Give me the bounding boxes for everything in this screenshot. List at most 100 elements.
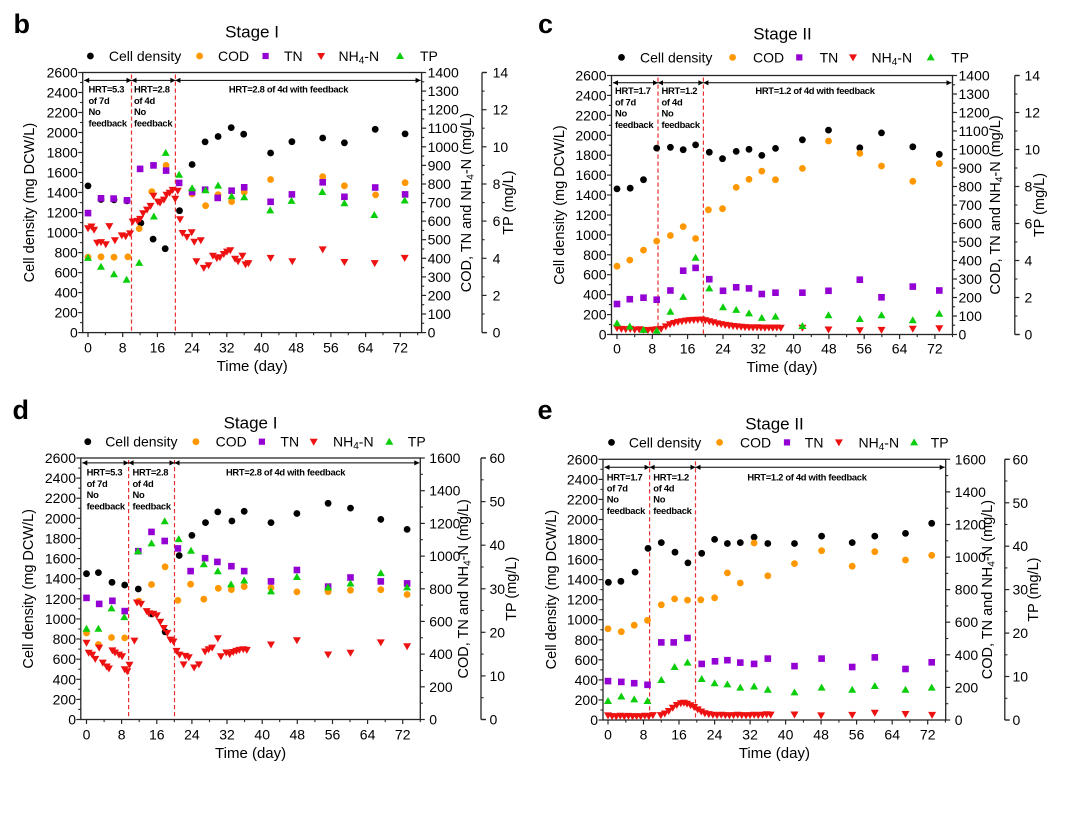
svg-text:TN: TN [284, 48, 303, 64]
svg-text:TP: TP [408, 434, 426, 450]
svg-text:0: 0 [83, 727, 91, 743]
svg-text:0: 0 [959, 327, 967, 343]
svg-text:2200: 2200 [567, 491, 598, 507]
svg-text:HRT=1.2: HRT=1.2 [653, 472, 689, 483]
svg-text:2400: 2400 [45, 470, 76, 486]
svg-text:0: 0 [613, 341, 621, 357]
svg-text:600: 600 [53, 651, 77, 667]
svg-text:200: 200 [583, 307, 607, 323]
svg-text:0: 0 [428, 325, 436, 341]
svg-text:40: 40 [778, 727, 794, 743]
svg-text:1800: 1800 [567, 532, 598, 548]
svg-text:400: 400 [428, 250, 452, 266]
svg-text:200: 200 [428, 287, 452, 303]
svg-text:600: 600 [955, 614, 979, 630]
svg-text:0: 0 [1013, 712, 1021, 728]
svg-text:8: 8 [118, 727, 126, 743]
svg-text:1000: 1000 [429, 548, 460, 564]
svg-text:Cell density: Cell density [629, 434, 701, 450]
svg-text:400: 400 [429, 646, 453, 662]
svg-text:400: 400 [53, 671, 77, 687]
svg-text:1200: 1200 [955, 517, 986, 533]
svg-text:1400: 1400 [959, 68, 990, 84]
svg-text:72: 72 [927, 341, 943, 357]
svg-text:40: 40 [786, 341, 802, 357]
svg-text:Cell density (mg DCW/L): Cell density (mg DCW/L) [544, 510, 560, 670]
svg-text:Stage II: Stage II [753, 25, 812, 44]
svg-text:0: 0 [493, 325, 501, 341]
svg-text:40: 40 [254, 727, 270, 743]
svg-text:NH4-N: NH4-N [339, 48, 380, 67]
svg-text:10: 10 [490, 668, 506, 684]
svg-text:100: 100 [428, 306, 452, 322]
svg-text:1200: 1200 [428, 102, 459, 118]
svg-text:HRT=1.2 of 4d with feedback: HRT=1.2 of 4d with feedback [755, 85, 875, 96]
svg-text:1800: 1800 [45, 531, 76, 547]
svg-text:64: 64 [892, 341, 908, 357]
svg-text:400: 400 [54, 285, 78, 301]
svg-text:0: 0 [590, 712, 598, 728]
svg-text:24: 24 [707, 727, 723, 743]
svg-text:2200: 2200 [47, 105, 78, 121]
svg-text:800: 800 [54, 245, 78, 261]
svg-text:24: 24 [184, 727, 200, 743]
svg-text:200: 200 [575, 692, 599, 708]
svg-text:12: 12 [1025, 105, 1041, 121]
svg-text:d: d [13, 395, 30, 425]
svg-text:COD, TN and NH4-N (mg/L): COD, TN and NH4-N (mg/L) [459, 113, 477, 292]
svg-text:600: 600 [429, 613, 453, 629]
svg-text:feedback: feedback [653, 505, 692, 516]
svg-text:8: 8 [119, 340, 127, 356]
svg-text:0: 0 [604, 727, 612, 743]
svg-text:0: 0 [490, 712, 498, 728]
svg-text:0: 0 [1025, 327, 1033, 343]
svg-text:No: No [662, 108, 674, 119]
svg-text:800: 800 [429, 581, 453, 597]
svg-text:HRT=1.7: HRT=1.7 [607, 472, 643, 483]
svg-text:1200: 1200 [575, 207, 606, 223]
svg-text:1400: 1400 [428, 65, 459, 81]
svg-text:1000: 1000 [45, 611, 76, 627]
svg-text:feedback: feedback [615, 119, 654, 130]
svg-text:Cell density (mg DCW/L): Cell density (mg DCW/L) [22, 123, 38, 283]
svg-text:24: 24 [184, 340, 200, 356]
svg-text:c: c [538, 9, 553, 39]
svg-text:48: 48 [821, 341, 837, 357]
svg-text:TP (mg/L): TP (mg/L) [1026, 557, 1042, 621]
svg-text:40: 40 [254, 340, 270, 356]
svg-text:1600: 1600 [567, 552, 598, 568]
svg-text:600: 600 [428, 213, 452, 229]
svg-text:20: 20 [490, 624, 506, 640]
svg-text:800: 800 [583, 247, 607, 263]
svg-text:32: 32 [742, 727, 758, 743]
svg-text:No: No [134, 106, 146, 117]
svg-text:2000: 2000 [575, 127, 606, 143]
svg-text:8: 8 [493, 176, 501, 192]
svg-text:TN: TN [805, 434, 824, 450]
svg-text:600: 600 [54, 265, 78, 281]
svg-text:16: 16 [150, 340, 166, 356]
svg-text:1600: 1600 [45, 551, 76, 567]
svg-text:600: 600 [583, 267, 607, 283]
svg-text:1200: 1200 [47, 205, 78, 221]
svg-text:e: e [538, 395, 553, 425]
svg-text:200: 200 [959, 290, 983, 306]
svg-text:of 7d: of 7d [89, 95, 110, 106]
svg-text:1000: 1000 [575, 227, 606, 243]
svg-text:Time (day): Time (day) [217, 358, 288, 375]
svg-text:14: 14 [493, 65, 509, 81]
svg-text:8: 8 [640, 727, 648, 743]
svg-text:48: 48 [290, 727, 306, 743]
svg-text:56: 56 [325, 727, 341, 743]
svg-text:1300: 1300 [428, 83, 459, 99]
svg-text:TP: TP [951, 49, 969, 65]
svg-text:56: 56 [323, 340, 339, 356]
svg-text:600: 600 [575, 652, 599, 668]
svg-text:32: 32 [219, 727, 235, 743]
svg-text:1400: 1400 [429, 483, 460, 499]
svg-text:No: No [653, 494, 665, 505]
svg-text:32: 32 [219, 340, 235, 356]
svg-text:1400: 1400 [567, 572, 598, 588]
svg-text:0: 0 [68, 712, 76, 728]
svg-text:HRT=1.7: HRT=1.7 [615, 85, 651, 96]
